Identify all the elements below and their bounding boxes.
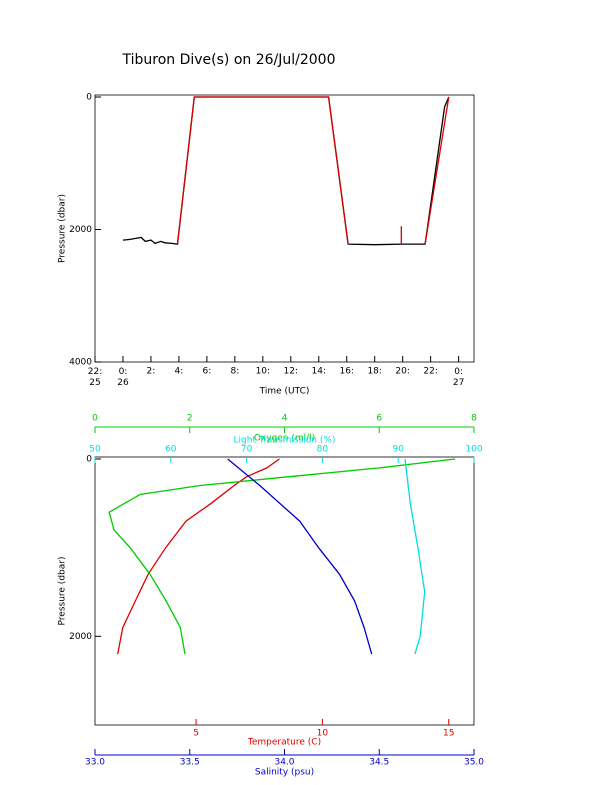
data-line (404, 458, 426, 655)
x-tick-label: 10 (317, 729, 329, 739)
x-tick-label: 4 (282, 414, 288, 424)
y-tick-label: 2000 (69, 632, 92, 642)
x-tick-label: 33.5 (180, 758, 200, 768)
x-tick-label: 8 (471, 414, 477, 424)
x-tick-label: 50 (89, 445, 101, 455)
x-tick-label: 20: (395, 367, 409, 377)
x-tick-label: 14: (312, 367, 326, 377)
x-tick-label: 80 (317, 445, 329, 455)
x-tick-label: 16: (339, 367, 353, 377)
x-tick-label: 35.0 (464, 758, 484, 768)
data-line (176, 96, 450, 245)
x-axis-label: Oxygen (ml/l) (254, 434, 315, 444)
x-tick-label: 60 (165, 445, 177, 455)
x-tick-label: 33.0 (85, 758, 105, 768)
data-line (227, 458, 373, 655)
y-tick-label: 0 (86, 455, 92, 465)
x-tick-label: 22: 25 (88, 367, 102, 388)
x-tick-label: 15 (443, 729, 454, 739)
data-line (122, 96, 450, 246)
data-line (117, 458, 280, 655)
y-tick-label: 4000 (69, 358, 92, 368)
x-tick-label: 0: 27 (453, 367, 464, 388)
y-axis-label: Pressure (dbar) (58, 194, 68, 263)
x-axis-label: Salinity (psu) (255, 768, 314, 778)
x-tick-label: 4: (175, 367, 184, 377)
x-tick-label: 34.5 (369, 758, 389, 768)
chart-title: Tiburon Dive(s) on 26/Jul/2000 (121, 52, 335, 68)
y-tick-label: 2000 (69, 225, 92, 235)
plot-frame (94, 94, 475, 363)
x-axis-label: Time (UTC) (259, 387, 310, 397)
x-tick-label: 5 (193, 729, 199, 739)
x-tick-label: 6: (202, 367, 211, 377)
x-tick-label: 70 (241, 445, 253, 455)
x-tick-label: 2 (187, 414, 193, 424)
x-tick-label: 2: (147, 367, 156, 377)
x-tick-label: 34.0 (274, 758, 294, 768)
x-tick-label: 90 (392, 445, 404, 455)
x-tick-label: 8: (230, 367, 239, 377)
x-axis-label: Temperature (C) (247, 738, 321, 748)
x-tick-label: 6 (376, 414, 382, 424)
x-tick-label: 18: (367, 367, 381, 377)
plot-frame (94, 456, 475, 726)
x-tick-label: 10: (256, 367, 270, 377)
x-tick-label: 0 (92, 414, 98, 424)
x-tick-label: 12: (284, 367, 298, 377)
x-tick-label: 0: 26 (117, 367, 129, 388)
data-line (108, 458, 456, 655)
x-tick-label: 100 (465, 445, 482, 455)
y-tick-label: 0 (86, 93, 92, 103)
x-tick-label: 22: (423, 367, 437, 377)
y-axis-label: Pressure (dbar) (58, 557, 68, 626)
x-axis-label: Light Transmission (%) (234, 436, 336, 446)
